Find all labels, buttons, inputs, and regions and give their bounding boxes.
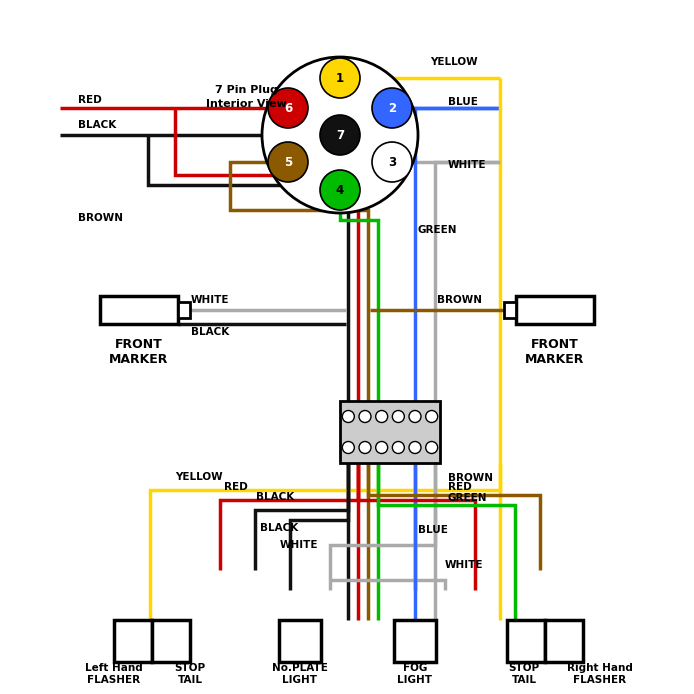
Text: STOP
TAIL: STOP TAIL xyxy=(174,663,205,685)
Bar xyxy=(507,620,545,662)
Circle shape xyxy=(425,410,438,423)
Circle shape xyxy=(268,142,308,182)
Bar xyxy=(545,620,583,662)
Text: 7 Pin Plug: 7 Pin Plug xyxy=(214,85,278,95)
Circle shape xyxy=(342,441,355,453)
Text: BLACK: BLACK xyxy=(256,492,294,502)
Text: FRONT
MARKER: FRONT MARKER xyxy=(525,338,584,366)
Circle shape xyxy=(375,410,388,423)
Circle shape xyxy=(342,410,355,423)
Circle shape xyxy=(392,410,405,423)
Text: BROWN: BROWN xyxy=(448,473,493,483)
Text: 3: 3 xyxy=(388,155,396,169)
Circle shape xyxy=(320,115,360,155)
Text: BLUE: BLUE xyxy=(448,97,478,107)
Text: 7: 7 xyxy=(336,128,344,142)
Bar xyxy=(504,302,516,318)
Text: BLUE: BLUE xyxy=(418,525,448,535)
Text: BLACK: BLACK xyxy=(78,120,117,130)
Bar xyxy=(152,620,190,662)
Text: WHITE: WHITE xyxy=(280,540,319,550)
Text: YELLOW: YELLOW xyxy=(430,57,477,67)
Text: BROWN: BROWN xyxy=(78,213,123,223)
Bar xyxy=(279,620,321,662)
Circle shape xyxy=(409,441,421,453)
Text: GREEN: GREEN xyxy=(418,225,457,235)
Text: RED: RED xyxy=(448,482,472,492)
Text: RED: RED xyxy=(224,482,248,492)
Circle shape xyxy=(372,88,412,128)
Bar xyxy=(340,401,440,463)
Text: STOP
TAIL: STOP TAIL xyxy=(509,663,539,685)
Bar xyxy=(100,296,178,324)
Text: RED: RED xyxy=(78,95,102,105)
Circle shape xyxy=(375,441,388,453)
Text: No.PLATE
LIGHT: No.PLATE LIGHT xyxy=(272,663,328,685)
Text: WHITE: WHITE xyxy=(191,295,229,305)
Circle shape xyxy=(359,441,371,453)
Text: BROWN: BROWN xyxy=(437,295,482,305)
Circle shape xyxy=(262,57,418,213)
Text: Left Hand
FLASHER: Left Hand FLASHER xyxy=(85,663,143,685)
Text: FRONT
MARKER: FRONT MARKER xyxy=(110,338,169,366)
Circle shape xyxy=(320,170,360,210)
Circle shape xyxy=(359,410,371,423)
Text: WHITE: WHITE xyxy=(445,560,484,570)
Text: Interior View: Interior View xyxy=(205,99,287,109)
Bar xyxy=(178,302,190,318)
Text: 4: 4 xyxy=(336,183,344,196)
Text: 1: 1 xyxy=(336,71,344,85)
Circle shape xyxy=(392,441,405,453)
Text: 2: 2 xyxy=(388,101,396,115)
Text: GREEN: GREEN xyxy=(448,493,487,503)
Text: BLACK: BLACK xyxy=(260,523,298,533)
Text: WHITE: WHITE xyxy=(448,160,486,170)
Text: YELLOW: YELLOW xyxy=(175,472,223,482)
Text: 5: 5 xyxy=(284,155,292,169)
Bar xyxy=(516,296,594,324)
Circle shape xyxy=(268,88,308,128)
Circle shape xyxy=(320,58,360,98)
Text: 6: 6 xyxy=(284,101,292,115)
Text: Right Hand
FLASHER: Right Hand FLASHER xyxy=(567,663,633,685)
Text: BLACK: BLACK xyxy=(191,327,229,337)
Text: FOG
LIGHT: FOG LIGHT xyxy=(398,663,432,685)
Bar xyxy=(114,620,152,662)
Circle shape xyxy=(372,142,412,182)
Circle shape xyxy=(425,441,438,453)
Circle shape xyxy=(409,410,421,423)
Bar xyxy=(394,620,436,662)
